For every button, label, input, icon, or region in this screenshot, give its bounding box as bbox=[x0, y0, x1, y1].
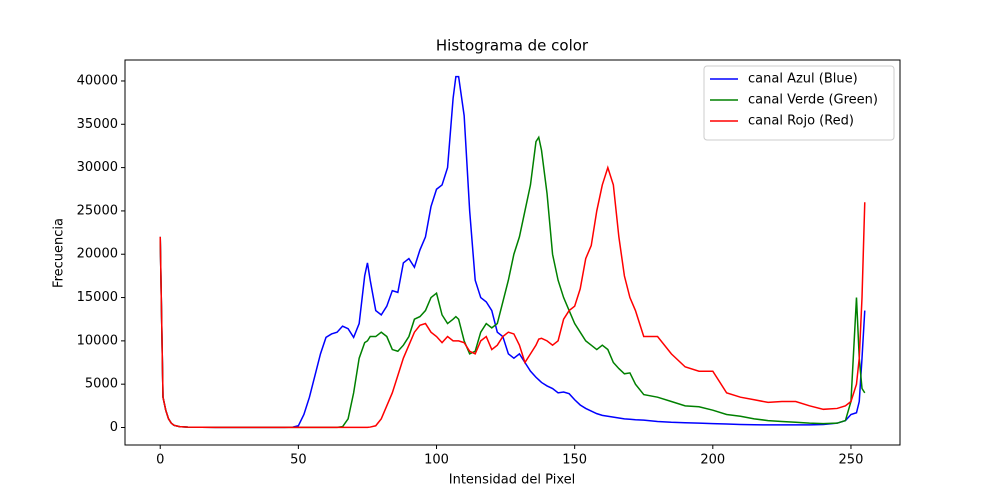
series-line bbox=[159, 135, 866, 429]
y-tick-label: 10000 bbox=[77, 333, 118, 348]
x-tick-label: 0 bbox=[156, 453, 164, 468]
y-tick-label: 25000 bbox=[77, 203, 118, 218]
x-tick-label: 100 bbox=[424, 453, 449, 468]
x-tick-label: 50 bbox=[290, 453, 307, 468]
y-tick-label: 30000 bbox=[77, 160, 118, 175]
y-tick-label: 5000 bbox=[85, 377, 118, 392]
x-tick-label: 250 bbox=[839, 453, 864, 468]
legend: canal Azul (Blue) canal Verde (Green) cana… bbox=[703, 65, 895, 141]
y-axis-label: Frecuencia bbox=[52, 218, 67, 288]
legend-box bbox=[703, 65, 895, 141]
legend-label: canal Verde (Green) bbox=[748, 93, 878, 108]
x-tick-label: 150 bbox=[562, 453, 587, 468]
plot-frame bbox=[124, 59, 901, 446]
y-tick-label: 40000 bbox=[77, 73, 118, 88]
legend-label: canal Azul (Blue) bbox=[748, 72, 858, 87]
x-tick-label: 200 bbox=[700, 453, 725, 468]
chart-title: Histograma de color bbox=[436, 37, 589, 55]
series-line bbox=[159, 75, 866, 429]
y-tick-label: 35000 bbox=[77, 117, 118, 132]
x-axis-label: Intensidad del Pixel bbox=[449, 473, 575, 488]
y-tick-label: 0 bbox=[110, 420, 118, 435]
y-tick-label: 15000 bbox=[77, 290, 118, 305]
y-tick-label: 20000 bbox=[77, 247, 118, 262]
legend-label: canal Rojo (Red) bbox=[748, 114, 854, 129]
series-line bbox=[159, 165, 866, 429]
